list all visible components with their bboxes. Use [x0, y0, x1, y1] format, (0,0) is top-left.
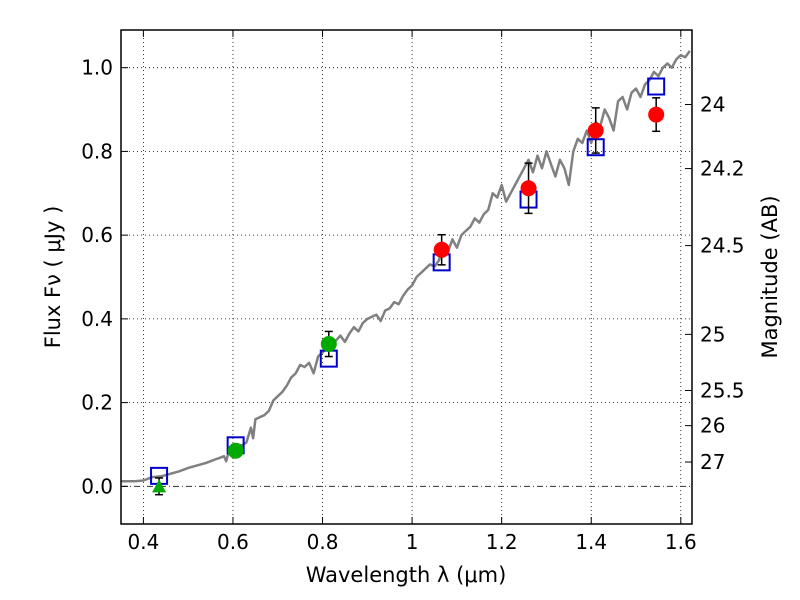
observed-point — [227, 442, 244, 459]
y-axis-right: 24 24.2 24.5 25 25.5 26 27 — [685, 93, 745, 474]
observed-point — [587, 122, 604, 139]
y2-axis-label: Magnitude (AB) — [758, 195, 782, 358]
x-tick-label: 1.2 — [486, 530, 518, 554]
plot-background — [121, 30, 692, 524]
y-tick-label: 0.4 — [81, 307, 113, 331]
y-tick-label: 0.6 — [81, 223, 113, 247]
y2-tick-label: 24 — [700, 93, 725, 117]
upper-limit-triangle — [152, 479, 167, 493]
y-tick-label: 0.2 — [81, 391, 113, 415]
series-layer — [121, 50, 691, 496]
observed-point — [648, 106, 665, 123]
y-axis-label: Flux Fν ( μJy ) — [41, 206, 65, 349]
y-tick-label: 1.0 — [81, 56, 113, 80]
y2-tick-label: 24.5 — [700, 234, 745, 258]
x-tick-label: 0.4 — [127, 530, 159, 554]
observed-point — [433, 241, 450, 258]
x-tick-label: 1.4 — [575, 530, 607, 554]
y2-tick-label: 25.5 — [700, 378, 745, 402]
x-tick-label: 0.8 — [307, 530, 339, 554]
y2-tick-label: 26 — [700, 414, 725, 438]
observed-point — [320, 335, 337, 352]
x-tick-label: 1.6 — [665, 530, 697, 554]
y2-tick-label: 27 — [700, 450, 725, 474]
observed-point — [520, 180, 537, 197]
x-axis-label: Wavelength λ (μm) — [306, 563, 507, 587]
plot-frame — [120, 29, 693, 525]
x-tick-label: 1 — [406, 530, 419, 554]
x-axis: 0.4 0.6 0.8 1 1.2 1.4 1.6 — [127, 30, 697, 554]
model-square-point — [647, 77, 666, 96]
y-tick-label: 0.0 — [81, 474, 113, 498]
y2-tick-label: 24.2 — [700, 157, 745, 181]
y-axis-left: 0.0 0.2 0.4 0.6 0.8 1.0 — [81, 56, 128, 498]
y-tick-label: 0.8 — [81, 139, 113, 163]
x-tick-label: 0.6 — [217, 530, 249, 554]
y2-tick-label: 25 — [700, 322, 725, 346]
